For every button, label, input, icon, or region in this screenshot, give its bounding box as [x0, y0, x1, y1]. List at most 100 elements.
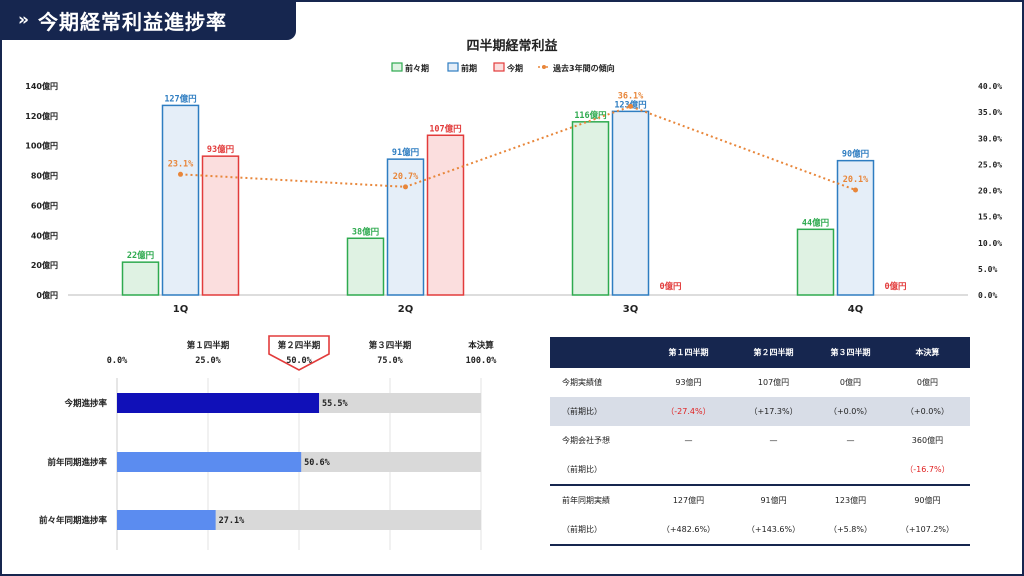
table-cell: 123億円: [816, 484, 885, 515]
legend-label: 過去3年間の傾向: [552, 63, 615, 73]
bar-data-label: 44億円: [802, 217, 829, 228]
bar-前々期: [571, 121, 610, 296]
legend-swatch: [391, 62, 403, 72]
table-cell: 0億円: [839, 378, 862, 387]
bar-data-label: 107億円: [429, 123, 461, 134]
y2-tick-label: 0.0%: [978, 291, 997, 300]
progress-category-label: 前々年同期進捗率: [39, 515, 108, 526]
bar-data-label: 0億円: [659, 281, 681, 292]
x-tick-label: 75.0%: [377, 356, 403, 366]
bar-今期: [201, 155, 240, 296]
current-quarter-marker: [268, 335, 330, 371]
progress-value-label: 50.6%: [304, 458, 330, 468]
table-cell: [731, 455, 816, 485]
table-row: （前期比） （-16.7%）: [550, 455, 970, 485]
table-header-row: 第１四半期 第２四半期 第３四半期 本決算: [550, 337, 970, 368]
y2-tick-label: 30.0%: [978, 134, 1002, 143]
trend-data-label: 20.1%: [843, 175, 869, 185]
table-row-label: 今期実績値: [562, 378, 602, 387]
milestone-label: 第３四半期: [369, 340, 412, 351]
x-tick-label: 4Q: [848, 304, 863, 315]
progress-bar: [117, 393, 320, 413]
table-cell: （-16.7%）: [905, 465, 950, 474]
progress-rate-chart: 0.0% 第１四半期 25.0% 第２四半期 50.0% 第３四半期 75.0% 本決算 100…: [39, 335, 497, 550]
progress-category-label: 前年同期進捗率: [47, 457, 107, 468]
table-header-cell: 第３四半期: [816, 337, 885, 368]
table-row-label: 前年同期実績: [550, 484, 646, 515]
bar-data-label: 127億円: [164, 93, 196, 104]
legend-swatch: [493, 62, 505, 72]
trend-data-label: 20.7%: [393, 172, 419, 182]
x-tick-label: 2Q: [398, 304, 413, 315]
bar-data-label: 22億円: [127, 250, 154, 261]
y2-tick-label: 35.0%: [978, 108, 1002, 117]
y-tick-label: 40億円: [31, 230, 58, 240]
table-header-cell: 第２四半期: [731, 337, 817, 368]
legend-label: 今期: [506, 63, 523, 73]
table-cell: —: [769, 436, 778, 445]
table-cell: （+5.8%）: [816, 515, 885, 546]
bar-前期: [611, 110, 650, 296]
table-header-cell: [550, 337, 646, 368]
table-cell: （+17.3%）: [731, 397, 817, 426]
table-row: 前年同期実績 127億円 91億円 123億円 90億円: [550, 484, 970, 515]
legend-marker: [542, 65, 546, 69]
table-cell: （+107.2%）: [884, 515, 970, 546]
table-cell: （+0.0%）: [816, 397, 885, 426]
bar-前期: [161, 104, 200, 296]
x-tick-label: 50.0%: [286, 356, 312, 366]
table-cell: 93億円: [675, 378, 702, 387]
double-chevron-icon: »: [18, 10, 29, 30]
table-cell: （+0.0%）: [884, 397, 970, 426]
table-cell: 127億円: [645, 484, 731, 515]
milestone-label: 第２四半期: [278, 340, 321, 351]
bar-data-label: 0億円: [884, 281, 906, 292]
y-tick-label: 20億円: [31, 260, 58, 270]
y-tick-label: 0億円: [36, 290, 58, 300]
legend-label: 前期: [461, 63, 477, 73]
table-row-label: （前期比）: [550, 397, 646, 426]
progress-bar: [117, 452, 302, 472]
header-banner: » 今期経常利益進捗率: [0, 0, 296, 40]
y-tick-label: 140億円: [25, 81, 58, 91]
table-cell: [646, 455, 731, 485]
table-row: 今期会社予想 — — — 360億円: [550, 426, 970, 455]
table-row: 今期実績値 93億円 107億円 0億円 0億円: [550, 368, 970, 397]
table-cell: 91億円: [731, 484, 817, 515]
bar-data-label: 38億円: [352, 226, 379, 237]
milestone-label: 第１四半期: [187, 340, 230, 351]
table-header-cell: 第１四半期: [645, 337, 731, 368]
x-tick-label: 3Q: [623, 304, 638, 315]
trend-point: [628, 103, 633, 109]
bar-data-label: 116億円: [574, 110, 606, 121]
bar-data-label: 91億円: [392, 147, 419, 158]
chart-title: 四半期経常利益: [466, 38, 557, 54]
table-row-label: （前期比）: [562, 465, 602, 474]
y2-tick-label: 40.0%: [978, 82, 1002, 91]
y-tick-label: 60億円: [31, 200, 58, 210]
table-cell: [816, 455, 885, 485]
results-table: 第１四半期 第２四半期 第３四半期 本決算 今期実績値 93億円 107億円 0億円 0億円 （…: [550, 337, 970, 546]
trend-data-label: 36.1%: [618, 91, 644, 101]
table-cell: —: [684, 436, 693, 445]
bar-前期: [386, 158, 425, 296]
x-tick-label: 0.0%: [107, 356, 128, 366]
y2-tick-label: 25.0%: [978, 160, 1002, 169]
table-cell: （+143.6%）: [731, 515, 817, 546]
trend-point: [403, 184, 408, 190]
progress-category-label: 今期進捗率: [63, 398, 107, 409]
table-cell: 107億円: [757, 378, 790, 387]
table-row: （前期比） （-27.4%） （+17.3%） （+0.0%） （+0.0%）: [550, 397, 970, 426]
x-tick-label: 1Q: [173, 304, 188, 315]
trend-point: [178, 171, 183, 177]
legend-swatch: [447, 62, 459, 72]
milestone-label: 本決算: [468, 340, 494, 351]
y-tick-label: 100億円: [25, 141, 58, 151]
y-tick-label: 80億円: [31, 171, 58, 181]
y2-tick-label: 15.0%: [978, 213, 1002, 222]
y2-tick-label: 5.0%: [978, 265, 997, 274]
y-tick-label: 120億円: [25, 111, 58, 121]
bar-data-label: 90億円: [842, 149, 869, 160]
legend-label: 前々期: [405, 63, 429, 73]
